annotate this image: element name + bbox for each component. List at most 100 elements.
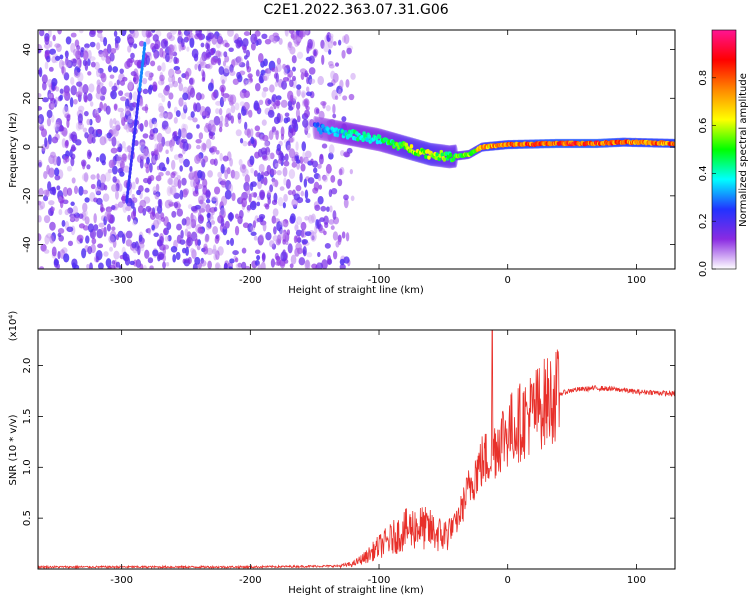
noise-mark xyxy=(82,127,88,133)
noise-mark xyxy=(49,221,56,231)
noise-mark xyxy=(284,30,289,36)
y-tick-label: 2.0 xyxy=(22,358,33,374)
noise-mark xyxy=(190,178,195,188)
noise-mark xyxy=(291,161,297,168)
noise-mark xyxy=(272,235,279,242)
x-tick-label: -100 xyxy=(368,275,391,286)
noise-mark xyxy=(267,99,272,105)
noise-mark xyxy=(99,72,106,79)
noise-mark xyxy=(95,256,99,263)
noise-mark xyxy=(318,227,325,234)
noise-mark xyxy=(98,51,104,58)
noise-mark xyxy=(213,115,221,126)
noise-mark xyxy=(317,75,325,86)
noise-mark xyxy=(180,229,184,239)
noise-mark xyxy=(330,70,336,80)
noise-mark xyxy=(338,39,342,46)
y-tick-label: 0 xyxy=(22,144,33,150)
x-tick-label: -300 xyxy=(110,275,133,286)
noise-mark xyxy=(210,57,215,65)
noise-mark xyxy=(168,44,175,52)
noise-mark xyxy=(108,264,116,269)
signal-mark xyxy=(442,157,447,162)
noise-mark xyxy=(127,115,133,124)
noise-mark xyxy=(165,262,170,267)
noise-mark xyxy=(307,177,315,184)
noise-mark xyxy=(220,86,225,97)
noise-mark xyxy=(155,183,160,192)
noise-mark xyxy=(245,185,251,196)
noise-mark xyxy=(229,258,235,264)
noise-mark xyxy=(312,187,319,194)
noise-mark xyxy=(161,95,166,103)
noise-mark xyxy=(98,82,104,87)
noise-mark xyxy=(215,108,220,115)
noise-mark xyxy=(186,33,191,41)
noise-mark xyxy=(211,197,217,204)
noise-mark xyxy=(133,74,139,85)
noise-mark xyxy=(93,213,97,224)
noise-mark xyxy=(202,70,206,81)
y-tick-label: -20 xyxy=(22,188,33,204)
noise-mark xyxy=(170,246,178,253)
noise-mark xyxy=(220,207,226,217)
noise-mark xyxy=(64,103,69,113)
noise-mark xyxy=(310,213,316,223)
noise-mark xyxy=(84,95,88,103)
noise-mark xyxy=(328,64,335,69)
noise-mark xyxy=(303,156,309,164)
noise-mark xyxy=(38,92,42,98)
noise-mark xyxy=(164,113,170,120)
noise-mark xyxy=(151,30,156,33)
noise-mark xyxy=(284,112,290,118)
noise-mark xyxy=(71,144,76,152)
noise-mark xyxy=(211,146,218,153)
noise-mark xyxy=(188,77,194,85)
noise-mark xyxy=(263,140,270,148)
noise-mark xyxy=(212,225,219,235)
noise-mark xyxy=(196,245,201,251)
noise-mark xyxy=(184,71,190,80)
snr-y-ticks: 0.5 1.0 1.5 2.0 xyxy=(22,358,675,526)
noise-mark xyxy=(302,246,307,257)
noise-mark xyxy=(326,34,331,42)
noise-mark xyxy=(295,235,301,243)
noise-mark xyxy=(198,228,205,235)
noise-mark xyxy=(86,263,90,269)
noise-mark xyxy=(231,192,236,202)
noise-mark xyxy=(179,189,184,200)
noise-mark xyxy=(291,75,296,82)
noise-mark xyxy=(296,84,302,90)
noise-mark xyxy=(142,77,148,85)
noise-mark xyxy=(186,30,193,33)
noise-mark xyxy=(275,72,279,83)
noise-mark xyxy=(311,263,318,269)
noise-mark xyxy=(49,92,55,102)
colorbar-tick-label: 0.6 xyxy=(698,118,709,134)
noise-mark xyxy=(200,142,207,153)
noise-mark xyxy=(202,185,208,195)
noise-mark xyxy=(170,185,177,196)
noise-mark xyxy=(327,254,332,265)
noise-mark xyxy=(311,160,319,168)
noise-mark xyxy=(163,87,170,96)
noise-mark xyxy=(328,152,334,160)
noise-mark xyxy=(97,243,104,249)
noise-mark xyxy=(213,158,218,167)
signal-mark xyxy=(427,155,431,160)
noise-mark xyxy=(95,91,103,100)
noise-mark xyxy=(158,162,166,172)
noise-mark xyxy=(38,69,42,75)
noise-mark xyxy=(296,36,302,42)
noise-mark xyxy=(168,201,174,207)
noise-mark xyxy=(349,169,354,175)
noise-mark xyxy=(103,251,109,257)
noise-mark xyxy=(103,184,108,191)
noise-mark xyxy=(246,66,252,73)
noise-mark xyxy=(121,140,126,149)
noise-mark xyxy=(89,101,94,107)
noise-mark xyxy=(107,168,113,174)
noise-mark xyxy=(73,98,78,105)
noise-mark xyxy=(49,187,56,195)
